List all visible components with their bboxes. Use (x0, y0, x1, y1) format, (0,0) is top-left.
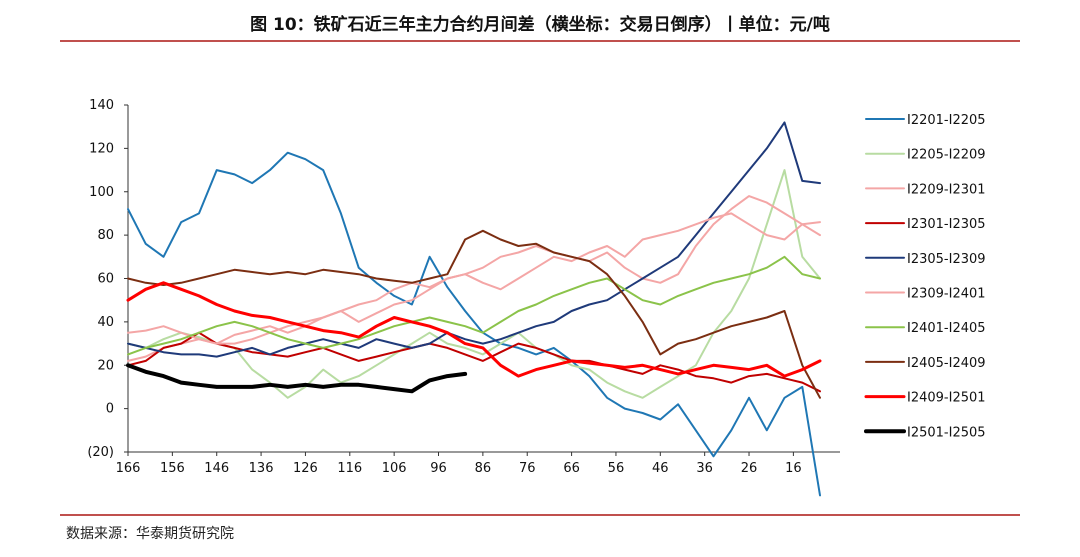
series-line-i2305-i2309 (127, 121, 821, 358)
x-tick-label: 126 (293, 461, 318, 476)
series-line-i2309-i2401 (127, 212, 821, 345)
x-tick-label: 76 (519, 461, 536, 476)
y-tick-label: 140 (89, 98, 114, 113)
legend-label: I2401-I2405 (907, 321, 986, 336)
y-tick-label: 60 (97, 272, 114, 287)
x-tick-label: 86 (475, 461, 492, 476)
x-tick-label: 156 (160, 461, 185, 476)
y-tick-label: 100 (89, 185, 114, 200)
legend-label: I2501-I2505 (907, 425, 986, 440)
legend-label: I2201-I2205 (907, 113, 986, 128)
x-tick-label: 116 (337, 461, 362, 476)
x-tick-label: 26 (741, 461, 758, 476)
x-tick-label: 146 (204, 461, 229, 476)
chart-axes: (20) 0 20 40 60 80 100 120 140 166 156 146 136 126 116… (87, 98, 840, 476)
y-tick-label: 40 (97, 315, 114, 330)
x-tick-label: 166 (116, 461, 141, 476)
y-tick-label: 20 (97, 358, 114, 373)
x-tick-label: 136 (249, 461, 274, 476)
y-tick-label: (20) (87, 445, 114, 460)
x-tick-label: 106 (382, 461, 407, 476)
title-divider (60, 40, 1020, 42)
legend-label: I2305-I2309 (907, 252, 986, 267)
legend-label: I2209-I2301 (907, 182, 986, 197)
x-tick-label: 36 (696, 461, 713, 476)
chart-title: 图 10：铁矿石近三年主力合约月间差（横坐标：交易日倒序）丨单位：元/吨 (250, 15, 830, 35)
x-tick-label: 46 (652, 461, 669, 476)
series-line-i2205-i2209 (127, 169, 821, 399)
x-tick-label: 16 (785, 461, 802, 476)
series-line-i2501-i2505 (126, 363, 468, 394)
series-line-i2409-i2501 (126, 281, 822, 378)
series-line-i2401-i2405 (127, 255, 821, 356)
legend-label: I2405-I2409 (907, 356, 986, 371)
legend-label: I2309-I2401 (907, 287, 986, 302)
legend-label: I2409-I2501 (907, 391, 986, 406)
series-line-i2201-i2205 (127, 151, 821, 497)
chart-legend: I2201-I2205 I2205-I2209 I2209-I2301 I2301-I… (864, 113, 986, 440)
chart-series-lines (126, 121, 822, 497)
x-tick-label: 66 (563, 461, 580, 476)
series-line-i2209-i2301 (127, 195, 821, 362)
legend-label: I2205-I2209 (907, 148, 986, 163)
y-tick-label: 0 (106, 402, 114, 417)
y-tick-label: 80 (97, 228, 114, 243)
source-note: 数据来源：华泰期货研究院 (66, 526, 234, 542)
x-tick-label: 56 (608, 461, 625, 476)
y-tick-label: 120 (89, 141, 114, 156)
legend-label: I2301-I2305 (907, 217, 986, 232)
x-tick-label: 96 (430, 461, 447, 476)
series-line-i2405-i2409 (127, 229, 821, 399)
footer-divider (60, 514, 1020, 516)
